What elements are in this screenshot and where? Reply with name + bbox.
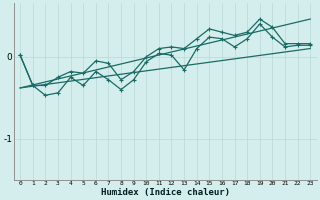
X-axis label: Humidex (Indice chaleur): Humidex (Indice chaleur) — [101, 188, 230, 197]
